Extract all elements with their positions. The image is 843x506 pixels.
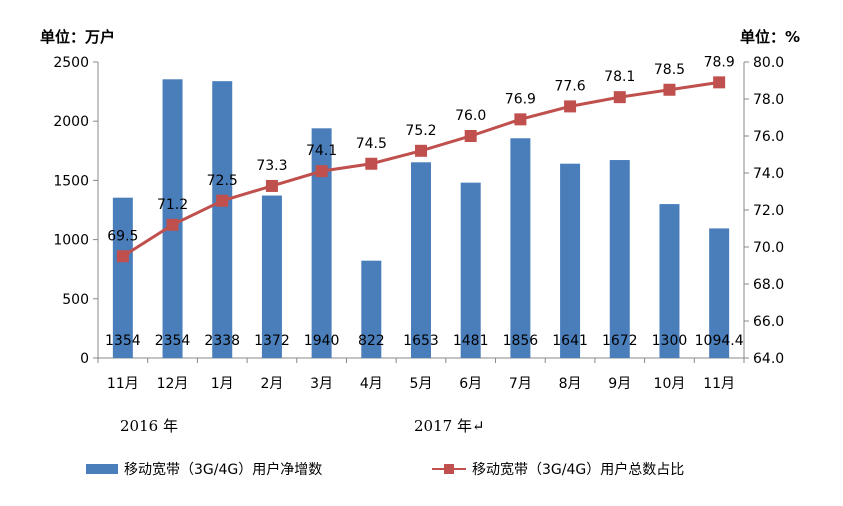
x-tick-label: 9月 — [608, 376, 631, 392]
x-tick-label: 7月 — [509, 376, 532, 392]
line-data-label: 76.0 — [455, 108, 486, 124]
x-tick-label: 11月 — [703, 376, 735, 392]
line-point — [116, 250, 129, 263]
bar — [460, 182, 481, 358]
bar-data-label: 1300 — [652, 333, 688, 349]
right-tick-label: 66.0 — [753, 314, 784, 330]
bar-data-label: 1856 — [503, 333, 539, 349]
x-tick-label: 1月 — [211, 376, 234, 392]
line-data-label: 78.9 — [704, 54, 735, 70]
x-tick-label: 3月 — [310, 376, 333, 392]
bar-data-label: 1094.4 — [695, 333, 744, 349]
line-point — [514, 113, 527, 126]
bar-data-label: 1653 — [403, 333, 439, 349]
left-tick-label: 2500 — [53, 55, 89, 71]
bar — [709, 228, 730, 358]
bar-data-label: 2338 — [204, 333, 240, 349]
bar — [212, 81, 233, 359]
right-tick-label: 64.0 — [753, 351, 784, 367]
line-point — [564, 100, 577, 113]
bar-data-label: 1372 — [254, 333, 290, 349]
left-tick-label: 500 — [62, 292, 89, 308]
legend-line-label: 移动宽带（3G/4G）用户总数占比 — [472, 462, 685, 478]
right-tick-label: 68.0 — [753, 277, 784, 293]
right-tick-label: 80.0 — [753, 55, 784, 71]
line-data-label: 71.2 — [157, 197, 188, 213]
legend-bar-swatch — [86, 464, 118, 474]
left-tick-label: 1500 — [53, 173, 89, 189]
year-label-2016: 2016 年 — [120, 417, 178, 435]
bar — [659, 204, 680, 358]
line-point — [315, 165, 328, 178]
bar-data-label: 1481 — [453, 333, 489, 349]
year-label-2017: 2017 年↵ — [414, 417, 485, 435]
x-tick-label: 6月 — [459, 376, 482, 392]
legend-line-entry: 移动宽带（3G/4G）用户总数占比 — [432, 459, 684, 479]
line-point — [464, 130, 477, 142]
line-point — [663, 83, 676, 96]
right-tick-label: 74.0 — [753, 166, 784, 182]
line-point — [713, 76, 726, 89]
line-data-label: 72.5 — [207, 173, 238, 189]
bar — [361, 260, 382, 358]
bar-data-label: 822 — [358, 333, 385, 349]
line-data-label: 75.2 — [405, 123, 436, 139]
left-tick-label: 2000 — [53, 114, 89, 130]
x-tick-label: 8月 — [559, 376, 582, 392]
right-tick-label: 72.0 — [753, 203, 784, 219]
x-tick-label: 11月 — [107, 376, 139, 392]
legend-bar-label: 移动宽带（3G/4G）用户净增数 — [124, 462, 323, 478]
bar-data-label: 2354 — [155, 333, 191, 349]
bar — [261, 195, 282, 358]
left-tick-label: 1000 — [53, 233, 89, 249]
line-point — [613, 91, 626, 104]
bar — [162, 79, 183, 358]
line-point — [166, 218, 179, 231]
x-tick-label: 2月 — [260, 376, 283, 392]
line-point — [415, 144, 427, 157]
bar — [411, 162, 431, 358]
line-data-label: 69.5 — [107, 228, 138, 244]
bar — [609, 160, 630, 358]
right-axis-unit: 单位：% — [740, 28, 801, 46]
bar-data-label: 1641 — [552, 333, 588, 349]
bar — [112, 197, 133, 358]
left-tick-label: 0 — [80, 351, 89, 367]
left-axis-unit: 单位：万户 — [40, 28, 116, 46]
bar — [311, 128, 332, 358]
line-data-label: 76.9 — [505, 91, 536, 107]
x-tick-label: 4月 — [360, 376, 383, 392]
x-tick-label: 12月 — [157, 376, 189, 392]
bar-data-label: 1672 — [602, 333, 638, 349]
x-tick-label: 5月 — [410, 376, 433, 392]
line-data-label: 78.1 — [604, 69, 635, 85]
line-data-label: 77.6 — [554, 78, 585, 94]
legend-line-swatch — [432, 464, 466, 474]
right-tick-label: 78.0 — [753, 92, 784, 108]
line-data-label: 74.1 — [306, 143, 337, 159]
right-tick-label: 76.0 — [753, 129, 784, 145]
bar-data-label: 1354 — [105, 333, 141, 349]
line-point — [365, 157, 378, 170]
line-data-label: 74.5 — [356, 136, 387, 152]
bar — [560, 163, 581, 358]
line-data-label: 78.5 — [654, 62, 685, 78]
bar — [510, 138, 531, 358]
legend-bar-entry: 移动宽带（3G/4G）用户净增数 — [86, 459, 322, 479]
right-tick-label: 70.0 — [753, 240, 784, 256]
bar-data-label: 1940 — [304, 333, 340, 349]
line-point — [265, 179, 278, 192]
x-tick-label: 10月 — [654, 376, 686, 392]
line-point — [216, 194, 229, 207]
line-data-label: 73.3 — [256, 158, 287, 174]
